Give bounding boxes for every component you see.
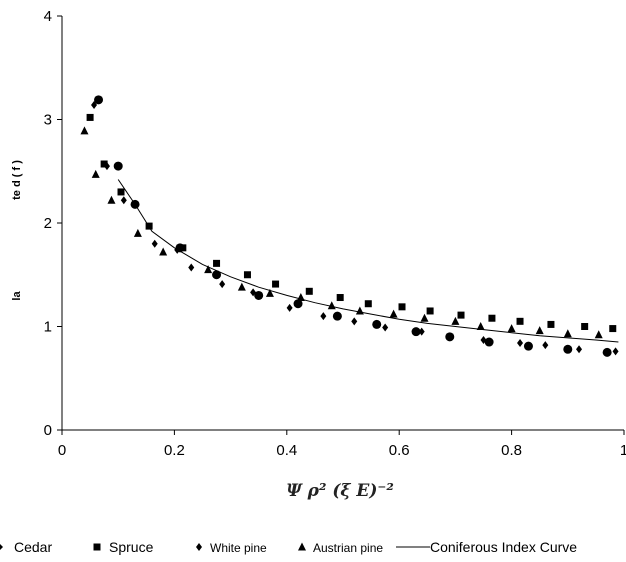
point-cedar xyxy=(411,327,421,337)
x-tick-label: 1 xyxy=(620,442,626,459)
point-cedar xyxy=(563,344,573,354)
point-austrian-pine xyxy=(237,282,246,291)
point-spruce xyxy=(213,259,221,267)
series-coniferous-index-curve-line xyxy=(117,179,619,343)
legend-label-spruce: Spruce xyxy=(109,539,154,555)
point-white-pine xyxy=(120,196,127,205)
point-cedar xyxy=(94,95,104,105)
legend: Cedar Spruce White pine Austrian pine Conife… xyxy=(0,539,577,555)
point-austrian-pine xyxy=(594,330,603,339)
point-spruce xyxy=(243,271,251,279)
y-tick-label: 1 xyxy=(44,319,52,336)
point-cedar xyxy=(602,347,612,357)
point-spruce xyxy=(398,303,406,311)
point-white-pine xyxy=(612,347,619,356)
point-white-pine xyxy=(382,323,389,332)
point-austrian-pine xyxy=(265,288,274,297)
point-spruce xyxy=(364,300,372,308)
legend-marker-cedar xyxy=(0,544,3,550)
x-axis-label: Ψ ρ² (ξ Ε)⁻² xyxy=(286,481,394,501)
point-white-pine xyxy=(103,162,110,171)
point-cedar xyxy=(372,319,382,329)
point-white-pine xyxy=(542,341,549,350)
point-austrian-pine xyxy=(133,228,142,237)
y-tick-label: 4 xyxy=(44,8,52,25)
point-spruce xyxy=(336,294,344,302)
point-white-pine xyxy=(286,303,293,312)
y-axis-label-part-1: la xyxy=(11,291,23,301)
point-austrian-pine xyxy=(91,169,100,178)
point-spruce xyxy=(457,311,465,319)
point-spruce xyxy=(305,287,313,295)
point-white-pine xyxy=(219,280,226,289)
point-austrian-pine xyxy=(420,313,429,322)
point-spruce xyxy=(117,188,125,196)
x-tick-label: 0.2 xyxy=(164,442,185,459)
point-white-pine xyxy=(576,345,583,354)
point-spruce xyxy=(100,160,108,168)
x-tick-label: 0.4 xyxy=(276,442,297,459)
point-white-pine xyxy=(188,263,195,272)
point-spruce xyxy=(488,314,496,322)
y-tick-label: 3 xyxy=(44,112,52,129)
point-white-pine xyxy=(250,288,257,297)
point-cedar xyxy=(254,290,264,300)
point-white-pine xyxy=(480,335,487,344)
point-white-pine xyxy=(320,312,327,321)
legend-marker-white-pine xyxy=(196,543,202,551)
point-austrian-pine xyxy=(159,247,168,256)
x-tick-label: 0.8 xyxy=(501,442,522,459)
legend-label-cedar: Cedar xyxy=(14,539,52,555)
point-cedar xyxy=(332,311,342,321)
legend-marker-austrian-pine xyxy=(298,542,306,551)
point-white-pine xyxy=(151,239,158,248)
legend-label-white-pine: White pine xyxy=(210,541,267,555)
point-spruce xyxy=(516,317,524,325)
y-tick-label: 2 xyxy=(44,215,52,232)
point-spruce xyxy=(179,244,187,252)
legend-marker-spruce xyxy=(93,543,101,551)
point-austrian-pine xyxy=(389,309,398,318)
y-axis-label-part-2: te d ( f ) xyxy=(11,160,23,200)
point-austrian-pine xyxy=(563,329,572,338)
point-austrian-pine xyxy=(355,306,364,315)
point-cedar xyxy=(523,341,533,351)
point-spruce xyxy=(86,113,94,121)
point-white-pine xyxy=(351,317,358,326)
tick-labels: 0 0.2 0.4 0.6 0.8 1 0 1 2 3 4 xyxy=(44,8,626,459)
point-cedar xyxy=(445,332,455,342)
point-spruce xyxy=(272,280,280,288)
point-austrian-pine xyxy=(80,126,89,135)
point-spruce xyxy=(547,320,555,328)
point-austrian-pine xyxy=(451,316,460,325)
legend-label-coniferous-index-curve: Coniferous Index Curve xyxy=(430,539,577,555)
point-spruce xyxy=(426,307,434,315)
point-white-pine xyxy=(517,339,524,348)
point-austrian-pine xyxy=(204,265,213,274)
point-austrian-pine xyxy=(535,326,544,335)
axes xyxy=(57,15,625,435)
point-cedar xyxy=(484,337,494,347)
point-cedar xyxy=(293,299,303,309)
point-austrian-pine xyxy=(107,195,116,204)
x-tick-label: 0 xyxy=(58,442,66,459)
data-marks xyxy=(80,95,619,357)
legend-label-austrian-pine: Austrian pine xyxy=(313,541,383,555)
point-cedar xyxy=(113,161,123,171)
point-austrian-pine xyxy=(476,322,485,330)
point-spruce xyxy=(581,323,589,330)
point-austrian-pine xyxy=(507,324,516,333)
point-white-pine xyxy=(91,101,98,110)
x-tick-label: 0.6 xyxy=(389,442,410,459)
point-white-pine xyxy=(418,327,425,336)
y-tick-label: 0 xyxy=(44,422,52,439)
point-spruce xyxy=(609,325,617,333)
point-cedar xyxy=(212,270,222,280)
